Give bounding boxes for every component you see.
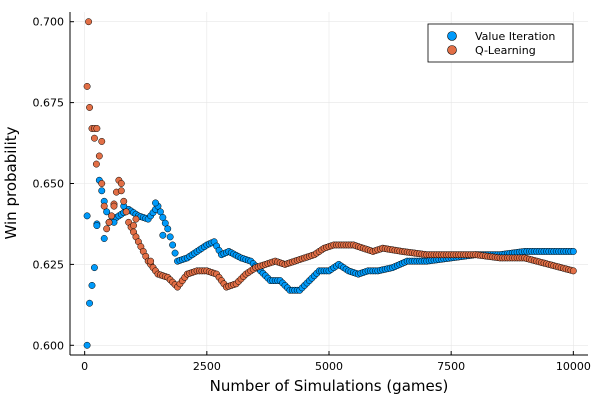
- x-tick-label: 10000: [556, 360, 591, 373]
- legend-box: [427, 23, 574, 63]
- data-point: [117, 180, 125, 187]
- data-point: [569, 267, 577, 275]
- data-point: [100, 235, 108, 242]
- x-tick-label: 0: [81, 360, 88, 373]
- series-q-learning: [83, 18, 577, 291]
- x-tick-label: 7500: [437, 360, 465, 373]
- data-point: [108, 212, 115, 220]
- data-point: [86, 299, 94, 307]
- data-point: [569, 248, 577, 255]
- data-point: [92, 160, 100, 168]
- data-point: [83, 82, 91, 90]
- tick-labels: 0 2500 5000 7500 10000 0.600 0.625 0.650 0.675 0.…: [33, 16, 591, 373]
- data-point: [90, 134, 98, 142]
- legend-marker: [447, 31, 457, 41]
- series-value-iteration: [83, 176, 577, 349]
- legend-label: Value Iteration: [475, 30, 555, 43]
- data-point: [85, 18, 93, 26]
- x-tick-label: 5000: [315, 360, 343, 373]
- data-point: [98, 187, 106, 195]
- axes: [69, 12, 588, 356]
- data-point: [103, 225, 111, 233]
- legend-label: Q-Learning: [475, 44, 536, 57]
- data-point: [90, 264, 98, 272]
- data-point: [122, 208, 130, 216]
- data-series: [83, 18, 577, 349]
- legend-marker: [447, 45, 457, 55]
- data-point: [98, 137, 106, 145]
- data-point: [117, 187, 125, 195]
- x-axis-title: Number of Simulations (games): [210, 377, 449, 395]
- x-tick-label: 2500: [193, 360, 221, 373]
- data-point: [93, 125, 101, 132]
- data-point: [110, 202, 118, 210]
- data-point: [83, 212, 91, 220]
- data-point: [86, 104, 94, 111]
- data-point: [159, 231, 167, 239]
- y-tick-label: 0.650: [33, 178, 65, 191]
- data-point: [93, 222, 101, 230]
- data-point: [105, 218, 113, 226]
- data-point: [130, 222, 137, 230]
- y-tick-label: 0.700: [33, 16, 65, 29]
- y-tick-label: 0.600: [33, 339, 65, 352]
- data-point: [161, 219, 169, 227]
- data-point: [88, 281, 96, 289]
- data-point: [169, 241, 177, 249]
- data-point: [164, 225, 172, 233]
- data-point: [132, 215, 140, 223]
- y-axis-title: Win probability: [2, 126, 20, 239]
- data-point: [156, 208, 164, 216]
- data-point: [98, 180, 106, 187]
- y-tick-label: 0.625: [33, 258, 65, 271]
- data-point: [83, 341, 91, 349]
- y-tick-label: 0.675: [33, 97, 65, 110]
- data-point: [166, 233, 174, 241]
- grid: [70, 12, 588, 355]
- data-point: [100, 202, 108, 210]
- data-point: [147, 257, 155, 265]
- data-point: [103, 208, 111, 216]
- data-point: [120, 197, 128, 205]
- data-point: [159, 214, 167, 221]
- data-point: [152, 199, 159, 207]
- data-point: [171, 249, 179, 257]
- data-point: [95, 152, 103, 160]
